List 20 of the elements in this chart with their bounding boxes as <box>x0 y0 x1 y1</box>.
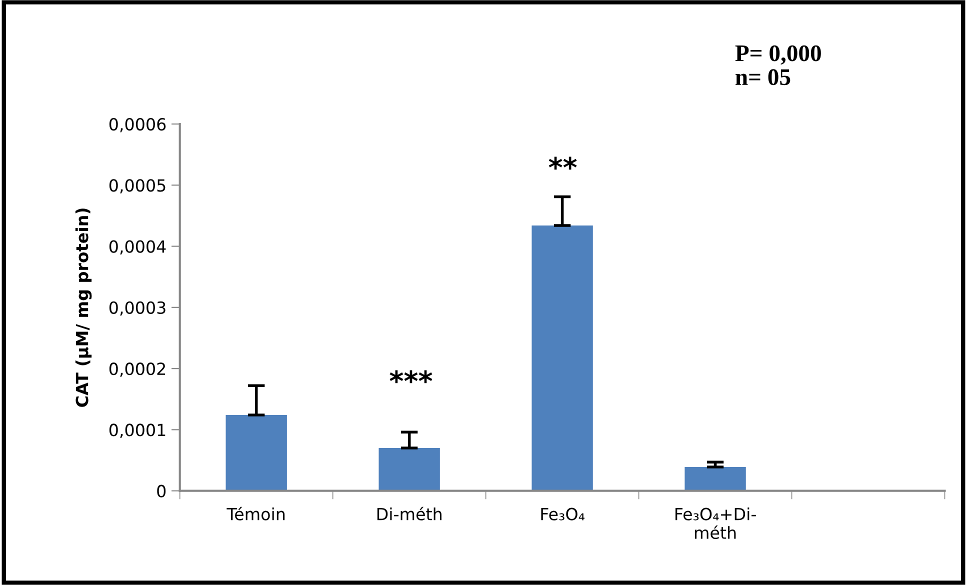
y-tick-label: 0,0001 <box>109 424 166 438</box>
bar <box>226 415 287 491</box>
y-tick-label: 0,0002 <box>109 362 165 377</box>
text: P= 0,000 <box>735 45 821 65</box>
x-tick-label: Fe₃O₄ <box>541 508 584 520</box>
x-tick-label: Témoin <box>226 506 285 520</box>
annotation: *** <box>390 370 432 384</box>
x-tick-label: Fe₃O₄+Di- méth <box>676 507 756 540</box>
y-tick-label: 0 <box>157 484 166 498</box>
y-axis-title: CAT (µM/ mg protein) <box>75 208 92 407</box>
annotation: ** <box>548 156 577 170</box>
y-tick-label: 0,0005 <box>109 179 166 194</box>
y-tick-label: 0,0006 <box>109 118 166 132</box>
bar <box>378 448 440 491</box>
bar <box>532 226 593 491</box>
y-tick-label: 0,0003 <box>109 301 166 316</box>
text: n= 05 <box>736 69 790 86</box>
bar <box>684 466 746 491</box>
y-tick-label: 0,0004 <box>109 240 166 255</box>
x-tick-label: Di-méth <box>377 506 442 520</box>
